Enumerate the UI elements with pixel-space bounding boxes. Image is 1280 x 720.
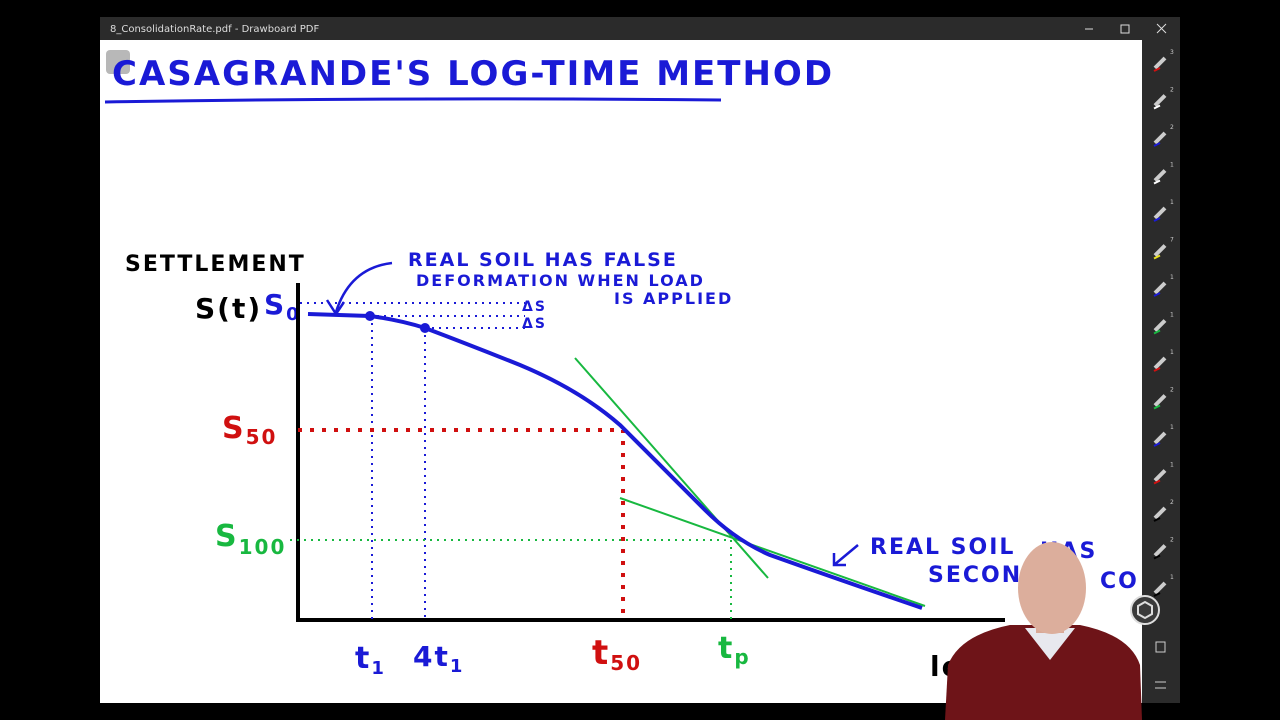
pen-color (1153, 292, 1161, 297)
y-axis-label: SETTLEMENT (125, 252, 306, 277)
pen-color (1153, 404, 1161, 410)
pen-color (1153, 592, 1161, 597)
note-line: SECON (928, 563, 1022, 588)
note-line: DEFORMATION WHEN LOAD (416, 271, 705, 290)
point (420, 323, 430, 333)
arrow (832, 544, 859, 567)
pen-tool[interactable] (1153, 56, 1167, 70)
restore-button[interactable] (1120, 24, 1130, 34)
s100-guide (290, 539, 732, 620)
ruler-button[interactable] (1130, 595, 1160, 625)
settlement-curve (307, 312, 923, 610)
tool-badge: 2 (1170, 537, 1174, 544)
note-line: CO (1100, 569, 1139, 594)
tool-badge: 1 (1170, 424, 1174, 431)
pen-tool[interactable] (1153, 281, 1167, 295)
pen-color (1153, 67, 1161, 72)
level-label: S0 (264, 288, 301, 325)
delta-label: ΔS (522, 299, 547, 315)
pen-tool[interactable] (1153, 394, 1167, 407)
delete-button[interactable] (1155, 641, 1166, 653)
tool-badge: 1 (1170, 274, 1174, 281)
time-label: t50 (592, 633, 642, 675)
y-symbol: S(t) (195, 292, 262, 325)
time-label: tp (718, 631, 751, 669)
pen-color (1153, 254, 1161, 260)
tool-badge: 1 (1170, 574, 1174, 581)
sweater (945, 625, 1142, 720)
window-title: 8_ConsolidationRate.pdf - Drawboard PDF (110, 24, 320, 35)
pen-tool[interactable] (1153, 206, 1167, 220)
presenter (945, 542, 1142, 720)
pen-tool[interactable] (1153, 431, 1167, 445)
collar (1025, 628, 1075, 660)
level-label: S100 (215, 519, 286, 559)
toolbar (1142, 40, 1180, 703)
tangents (574, 357, 926, 607)
pen-color (1153, 217, 1161, 222)
note-line: IS APPLIED (614, 289, 733, 308)
close-button[interactable] (1156, 23, 1167, 34)
note-line: REAL SOIL HAS FALSE (408, 249, 678, 271)
pen-tool[interactable] (1153, 506, 1167, 520)
heading-underline (104, 97, 722, 104)
tool-badge: 2 (1170, 87, 1174, 94)
pen-tool[interactable] (1153, 94, 1167, 107)
pen-tool[interactable] (1153, 131, 1167, 145)
pen-tool[interactable] (1153, 356, 1167, 370)
swap-button[interactable] (1155, 681, 1166, 689)
pen-color (1153, 142, 1161, 147)
tool-badge: 1 (1170, 199, 1174, 206)
pen-color (1153, 554, 1161, 560)
head (1018, 542, 1086, 634)
title-bar (100, 17, 1180, 40)
time-guides (371, 316, 426, 620)
pen-tool[interactable] (1153, 469, 1167, 482)
pdf-page (100, 40, 1142, 703)
pen-color (1153, 367, 1161, 372)
pen-tool[interactable] (1153, 169, 1167, 182)
axes (296, 283, 1005, 622)
pen-color (1153, 442, 1161, 447)
point (365, 311, 375, 321)
tool-badge: 1 (1170, 162, 1174, 169)
pen-tool[interactable] (1153, 544, 1167, 557)
pen-tools: 3 2 2 1 1 7 1 1 1 2 1 1 2 2 1 (1153, 49, 1174, 597)
menu-button[interactable] (106, 50, 130, 74)
diagram (290, 261, 1005, 622)
ruler-icon (1137, 600, 1153, 620)
ds-guides (300, 302, 525, 329)
delta-label: ΔS (522, 316, 547, 332)
pen-tool[interactable] (1153, 581, 1167, 595)
tool-badge: 1 (1170, 312, 1174, 319)
time-label: 4t1 (413, 640, 464, 677)
pen-color (1153, 517, 1161, 522)
note-line: REAL SOIL (870, 535, 1015, 560)
pen-color (1153, 179, 1161, 185)
tool-badge: 2 (1170, 387, 1174, 394)
tool-badge: 7 (1170, 237, 1174, 244)
pen-color (1153, 479, 1161, 485)
tool-badge: 1 (1170, 349, 1174, 356)
time-label: t1 (355, 641, 386, 679)
pen-color (1153, 329, 1161, 335)
pen-tool[interactable] (1153, 244, 1167, 257)
tool-badge: 1 (1170, 462, 1174, 469)
level-label: S50 (222, 411, 277, 449)
tool-badge: 3 (1170, 49, 1174, 56)
pen-color (1153, 104, 1161, 110)
tool-badge: 2 (1170, 499, 1174, 506)
tool-badge: 2 (1170, 124, 1174, 131)
pen-tool[interactable] (1153, 319, 1167, 332)
arrow (325, 261, 393, 317)
heading: CASAGRANDE'S LOG-TIME METHOD (112, 54, 834, 94)
